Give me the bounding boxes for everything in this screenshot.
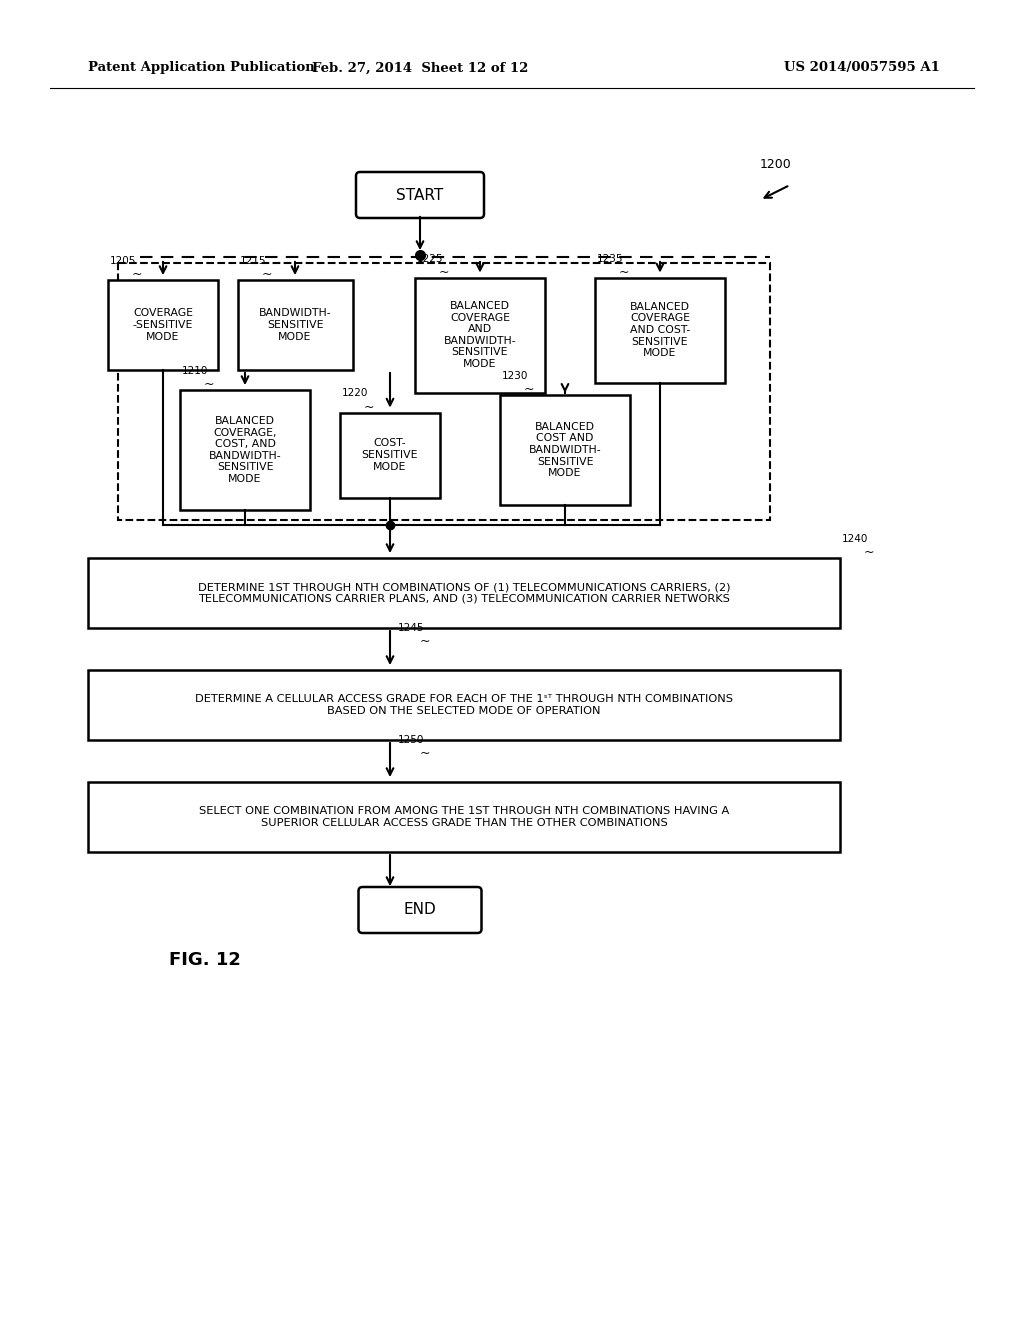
Text: BANDWIDTH-
SENSITIVE
MODE: BANDWIDTH- SENSITIVE MODE [259,309,332,342]
FancyBboxPatch shape [180,389,310,510]
FancyBboxPatch shape [88,671,840,741]
FancyBboxPatch shape [356,172,484,218]
Text: BALANCED
COVERAGE
AND COST-
SENSITIVE
MODE: BALANCED COVERAGE AND COST- SENSITIVE MO… [630,302,690,358]
FancyBboxPatch shape [108,280,218,370]
Text: 1220: 1220 [342,388,369,399]
Text: ~: ~ [439,265,450,279]
FancyBboxPatch shape [415,277,545,392]
Text: ~: ~ [364,400,375,413]
Text: 1250: 1250 [398,735,424,744]
Text: DETERMINE A CELLULAR ACCESS GRADE FOR EACH OF THE 1ˢᵀ THROUGH NTH COMBINATIONS
B: DETERMINE A CELLULAR ACCESS GRADE FOR EA… [195,694,733,715]
Text: COST-
SENSITIVE
MODE: COST- SENSITIVE MODE [361,438,418,471]
FancyBboxPatch shape [88,558,840,628]
Text: 1225: 1225 [417,253,443,264]
Text: START: START [396,187,443,202]
Text: US 2014/0057595 A1: US 2014/0057595 A1 [784,62,940,74]
Text: ~: ~ [524,383,535,396]
Text: 1210: 1210 [182,366,208,376]
Text: BALANCED
COVERAGE
AND
BANDWIDTH-
SENSITIVE
MODE: BALANCED COVERAGE AND BANDWIDTH- SENSITI… [443,301,516,370]
Text: ~: ~ [204,378,214,391]
Text: BALANCED
COST AND
BANDWIDTH-
SENSITIVE
MODE: BALANCED COST AND BANDWIDTH- SENSITIVE M… [528,422,601,478]
Text: 1235: 1235 [597,253,624,264]
Text: END: END [403,903,436,917]
Text: Patent Application Publication: Patent Application Publication [88,62,314,74]
FancyBboxPatch shape [238,280,352,370]
Text: ~: ~ [420,635,430,648]
FancyBboxPatch shape [358,887,481,933]
Text: FIG. 12: FIG. 12 [169,950,241,969]
Text: DETERMINE 1ST THROUGH NTH COMBINATIONS OF (1) TELECOMMUNICATIONS CARRIERS, (2)
T: DETERMINE 1ST THROUGH NTH COMBINATIONS O… [198,582,730,603]
Text: ~: ~ [261,268,272,281]
Text: Feb. 27, 2014  Sheet 12 of 12: Feb. 27, 2014 Sheet 12 of 12 [312,62,528,74]
Text: 1205: 1205 [110,256,136,267]
FancyBboxPatch shape [500,395,630,506]
Text: COVERAGE
-SENSITIVE
MODE: COVERAGE -SENSITIVE MODE [133,309,194,342]
Text: ~: ~ [864,546,874,558]
Text: 1200: 1200 [760,158,792,172]
Text: 1240: 1240 [842,535,868,544]
Text: 1215: 1215 [240,256,266,267]
Text: BALANCED
COVERAGE,
COST, AND
BANDWIDTH-
SENSITIVE
MODE: BALANCED COVERAGE, COST, AND BANDWIDTH- … [209,416,282,484]
FancyBboxPatch shape [595,277,725,383]
Text: ~: ~ [618,265,630,279]
FancyBboxPatch shape [88,781,840,851]
Text: SELECT ONE COMBINATION FROM AMONG THE 1ST THROUGH NTH COMBINATIONS HAVING A
SUPE: SELECT ONE COMBINATION FROM AMONG THE 1S… [199,807,729,828]
FancyBboxPatch shape [340,412,440,498]
Text: 1230: 1230 [502,371,528,381]
Text: 1245: 1245 [398,623,425,634]
Text: ~: ~ [420,747,430,760]
Text: ~: ~ [132,268,142,281]
